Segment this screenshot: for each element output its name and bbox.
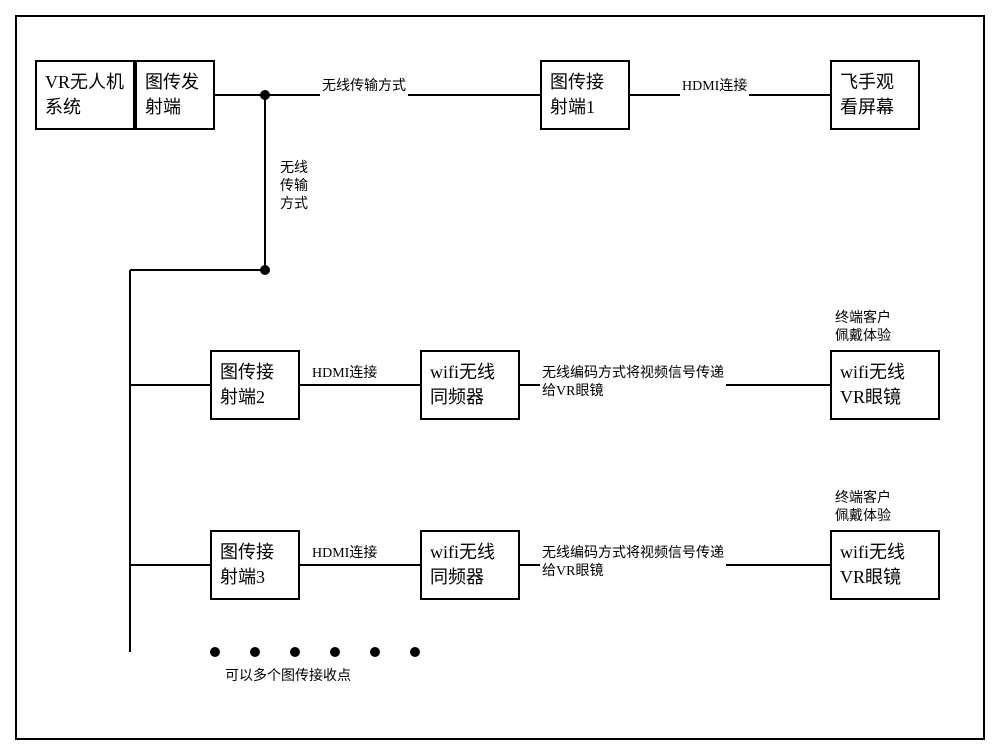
ellipsis-label: 可以多个图传接收点 — [225, 668, 351, 686]
edge-label: 无线编码方式将视频信号传递给VR眼镜 — [540, 365, 726, 401]
ellipsis-dot — [210, 647, 220, 657]
ellipsis-dot — [250, 647, 260, 657]
ellipsis-dot — [330, 647, 340, 657]
junction-dot — [260, 90, 270, 100]
ellipsis-dot — [290, 647, 300, 657]
node-vr-glasses3: wifi无线VR眼镜 — [830, 530, 940, 600]
node-vr-system: VR无人机系统 — [35, 60, 135, 130]
edge-label: 无线编码方式将视频信号传递给VR眼镜 — [540, 545, 726, 581]
node-rx2: 图传接射端2 — [210, 350, 300, 420]
edge-label: HDMI连接 — [310, 365, 379, 383]
node-rx1: 图传接射端1 — [540, 60, 630, 130]
node-pilot-screen: 飞手观看屏幕 — [830, 60, 920, 130]
node-rx3: 图传接射端3 — [210, 530, 300, 600]
node-vr-glasses2: wifi无线VR眼镜 — [830, 350, 940, 420]
edge-label: 无线传输方式 — [278, 160, 310, 215]
note: 终端客户佩戴体验 — [835, 310, 891, 346]
node-wifi-sync3: wifi无线同频器 — [420, 530, 520, 600]
node-wifi-sync2: wifi无线同频器 — [420, 350, 520, 420]
ellipsis-dot — [370, 647, 380, 657]
edge-label: HDMI连接 — [310, 545, 379, 563]
ellipsis-dot — [410, 647, 420, 657]
edge-label: HDMI连接 — [680, 78, 749, 96]
junction-dot — [260, 265, 270, 275]
edge-label: 无线传输方式 — [320, 78, 408, 96]
note: 终端客户佩戴体验 — [835, 490, 891, 526]
node-tx: 图传发射端 — [135, 60, 215, 130]
